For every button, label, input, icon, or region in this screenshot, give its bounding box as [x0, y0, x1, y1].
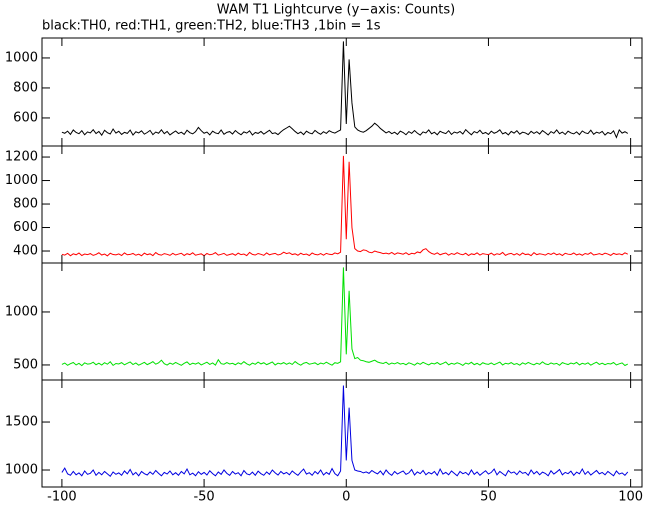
lightcurve: [61, 41, 629, 139]
y-tick-label: 600: [13, 220, 38, 235]
x-tick-label: -50: [193, 490, 214, 505]
lightcurve: [61, 385, 629, 477]
y-tick-label: 1000: [5, 304, 38, 319]
x-tick-label: 50: [480, 490, 497, 505]
x-tick-label: -100: [47, 490, 77, 505]
y-tick-label: 500: [13, 357, 38, 372]
y-tick-label: 400: [13, 244, 38, 259]
chart-subtitle: black:TH0, red:TH1, green:TH2, blue:TH3 …: [42, 19, 381, 34]
y-tick-label: 800: [13, 197, 38, 212]
y-tick-label: 1000: [5, 463, 38, 478]
y-tick-label: 800: [13, 80, 38, 95]
lightcurve: [61, 267, 628, 367]
x-tick-label: 100: [618, 490, 643, 505]
panel-frame: [41, 379, 643, 488]
y-tick-label: 1200: [5, 150, 38, 165]
y-tick-label: 1500: [5, 415, 38, 430]
chart-title: WAM T1 Lightcurve (y−axis: Counts): [217, 3, 455, 18]
y-tick-label: 600: [13, 110, 38, 125]
y-tick-label: 1000: [5, 50, 38, 65]
y-tick-label: 1000: [5, 173, 38, 188]
lightcurve: [61, 155, 629, 257]
x-tick-label: 0: [342, 490, 350, 505]
